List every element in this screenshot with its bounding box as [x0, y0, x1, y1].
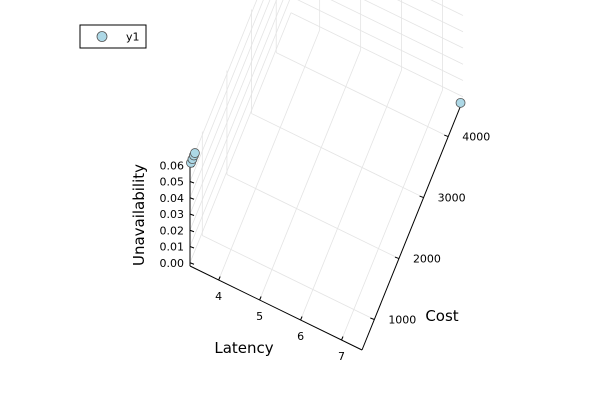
data-points: [186, 97, 466, 168]
z-tick-label-5: 0.05: [160, 176, 185, 189]
z-tick-label-4: 0.04: [160, 192, 185, 205]
grid-line-x-5: [259, 49, 361, 301]
y-tick-label-3000: 3000: [438, 192, 466, 205]
grid-line-x-4: [218, 29, 321, 281]
grid-wall-z-xz-0.05: [430, 0, 464, 16]
grid-line-x-6: [300, 69, 402, 321]
y-tick-label-4000: 4000: [462, 131, 490, 144]
grid-line-y-2000: [226, 174, 400, 259]
grid-lines: [189, 0, 464, 341]
x-axis-line: [189, 265, 363, 351]
legend-box: [79, 24, 147, 49]
data-point-s0-0: [455, 97, 466, 108]
grid-wall-z-yz-0.05: [189, 0, 264, 182]
grid-wall-z-yz-0: [189, 12, 292, 263]
z-tick-label-2: 0.02: [160, 224, 185, 237]
grid-line-x-7: [341, 89, 443, 341]
x-tick-label-6: 6: [297, 330, 304, 343]
tick-labels: 4 5 6 7 1000 2000 3000 4000 0.00 0.01 0.02 0.03 0.04…: [160, 131, 491, 363]
grid-wall-z-xz-0.04: [397, 0, 464, 33]
y-tick-4000: [444, 134, 449, 138]
grid-wall-z-yz-0.06: [189, 0, 258, 166]
y-axis-title: Cost: [425, 307, 458, 325]
grid-line-y-4000: [276, 52, 449, 137]
legend-label: y1: [126, 31, 140, 44]
axes: [189, 99, 464, 351]
z-tick-4: [189, 197, 195, 200]
z-tick-label-0: 0.00: [160, 257, 185, 270]
grid-line-y-1000: [202, 235, 375, 320]
legend: y1: [79, 24, 147, 49]
y-axis-line: [361, 99, 464, 351]
y-tick-2000: [394, 256, 400, 260]
x-tick-label-7: 7: [338, 350, 345, 363]
z-tick-0: [189, 262, 195, 265]
z-tick-3: [189, 213, 195, 216]
x-axis-title: Latency: [214, 339, 273, 357]
x-tick-label-5: 5: [256, 310, 263, 323]
grid-wall-z-xz-0.01: [297, 0, 464, 81]
grid-wall-z-xz-0.03: [363, 0, 464, 49]
grid-wall-z-xz-0.02: [330, 0, 464, 65]
z-tick-5: [189, 181, 195, 184]
grid-line-y-3000: [251, 113, 424, 198]
x-tick-4: [218, 276, 221, 281]
z-tick-label-1: 0.01: [160, 241, 185, 254]
x-tick-7: [341, 336, 344, 341]
z-tick-1: [189, 246, 195, 249]
grid-wall-z-yz-0.01: [189, 0, 291, 247]
x-tick-6: [300, 316, 303, 321]
y-tick-3000: [419, 195, 424, 199]
grid-wall-z-yz-0.02: [189, 0, 284, 231]
data-point-s0-4: [190, 148, 200, 158]
y-tick-label-1000: 1000: [388, 314, 416, 327]
z-tick-label-6: 0.06: [160, 159, 185, 172]
y-tick-label-2000: 2000: [413, 253, 441, 266]
x-tick-label-4: 4: [215, 290, 222, 303]
z-tick-label-3: 0.03: [160, 208, 185, 221]
grid-wall-z-yz-0.03: [189, 0, 277, 215]
legend-marker: [96, 31, 108, 42]
grid-wall-z-xz-0: [290, 12, 464, 98]
x-tick-5: [259, 296, 262, 301]
z-tick-2: [189, 229, 195, 233]
grid-wall-z-yz-0.04: [189, 0, 271, 198]
z-axis-title: Unavailability: [130, 164, 148, 266]
y-tick-1000: [370, 317, 375, 320]
